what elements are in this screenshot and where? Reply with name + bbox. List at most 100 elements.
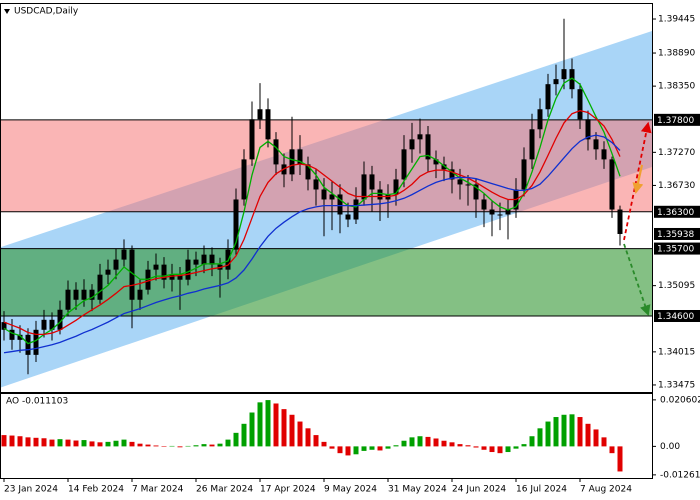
candle-body [121,249,127,260]
level-label-box [654,205,700,218]
ao-bar [401,440,407,447]
candle-body [377,189,383,200]
ao-bar [505,446,511,453]
ao-bar [409,437,415,447]
ao-bar [321,441,327,447]
ao-bar [537,428,543,447]
level-label-box [654,113,700,126]
ao-bar [33,437,39,447]
ao-bar [561,414,567,447]
candle-body [505,209,511,215]
forecast-arrow-up [623,121,652,241]
forecast-arrow-pullback [632,164,644,194]
ao-bar [465,445,471,447]
ao-bar [153,445,159,447]
candle-body [105,269,111,275]
last-price-label: 1.35938 [657,230,694,240]
y-tick-label: 1.36730 [658,181,695,191]
candle-body [113,259,119,270]
candle-body [65,289,71,310]
candle-body [9,329,15,340]
candle-body [233,199,239,250]
ao-bar [313,435,319,447]
ao-bar [377,446,383,451]
candle-body [73,289,79,300]
ao-bar [489,446,495,453]
ao-bar [433,438,439,447]
chart-title: USDCAD,Daily [14,7,79,17]
candle-body [25,334,31,355]
y-tick-label: 1.38350 [658,82,695,92]
candle-body [137,289,143,300]
ao-bar [225,439,231,447]
candle-body [297,149,303,165]
y-tick-label: 1.33475 [658,380,695,390]
x-tick-label: 14 Feb 2024 [68,485,124,495]
ao-bar [25,437,31,447]
candle-body [473,184,479,200]
ao-bar [585,423,591,447]
candle-body [345,214,351,220]
candle-body [33,329,39,355]
menu-triangle [4,9,10,14]
last-price-box [654,227,700,240]
ao-bar [113,440,119,447]
ao-bar [193,445,199,447]
ao-bar [145,444,151,447]
ao-bar [49,439,55,447]
candle-body [209,254,215,265]
ao-tick-label: 0.00 [660,442,680,452]
candle-body [545,84,551,110]
ao-bar [273,403,279,447]
ao-bar [249,412,255,447]
ao-bar [425,436,431,447]
candle-body [481,199,487,210]
candle-body [401,149,407,180]
ao-bar [305,428,311,447]
ao-bar [393,445,399,447]
candle-body [417,134,423,140]
x-tick-label: 7 Aug 2024 [580,485,632,495]
price-frame [0,3,653,393]
ao-panel [1,400,623,472]
ao-bar [241,423,247,447]
candle-body [353,199,359,220]
ao-bar [217,443,223,447]
ao-bar [1,435,7,447]
ao-tick-label: -0.012614 [660,470,700,480]
price-zone [0,248,652,316]
level-label: 1.37800 [657,116,694,126]
ao-frame [0,393,653,479]
y-tick-label: 1.39445 [658,15,695,25]
candle-body [1,322,7,330]
candle-body [617,209,623,234]
ao-bar [65,439,71,447]
candle-body [449,169,455,180]
ao-bar [177,446,183,448]
candle-body [561,69,567,80]
ao-bar [257,402,263,447]
ao-bar [73,440,79,447]
y-tick-label: 1.35095 [658,281,695,291]
ao-bar [385,446,391,449]
ao-title: AO [6,397,19,407]
price-panel [0,18,652,388]
candle-body [153,264,159,270]
ao-bar [553,417,559,447]
ao-bar [473,446,479,448]
candle-body [465,184,471,186]
ao-bar [41,438,47,447]
candle-body [81,289,87,300]
candle-body [537,109,543,130]
x-tick-label: 7 Mar 2024 [132,485,184,495]
ao-bar [161,446,167,447]
candle-body [337,194,343,215]
ao-bar [281,409,287,447]
ao-bar [329,446,335,449]
candle-body [569,69,575,90]
y-tick-label: 1.34015 [658,347,695,357]
x-tick-label: 23 Jan 2024 [4,485,58,495]
ao-bar [353,446,359,455]
